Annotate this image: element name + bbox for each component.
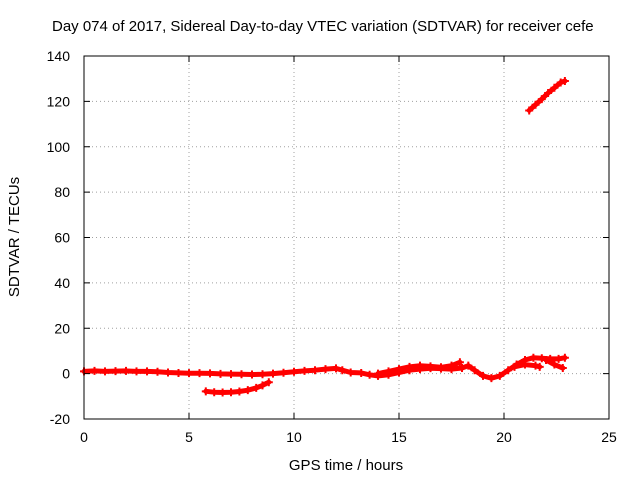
data-point [395,365,403,374]
data-point [201,387,210,396]
data-point [458,363,466,372]
data-point [365,370,374,379]
data-point [252,383,261,392]
y-tick-label: 60 [54,230,70,246]
data-point [143,367,151,376]
y-tick-label: 120 [47,93,71,109]
data-point [101,367,109,376]
data-point [405,362,414,371]
y-axis-label: SDTVAR / TECUs [6,177,23,297]
data-point [111,367,120,376]
data-point [464,361,473,370]
data-point [227,370,235,379]
y-tick-label: 100 [47,139,71,155]
ticks: 0 5 10 15 20 25 -20 0 20 40 60 80 100 120 140 [47,48,617,445]
grid [84,56,609,419]
data-point [542,356,550,365]
y-tick-label: -20 [50,411,70,427]
data-point [153,367,162,376]
data-layer [80,76,569,397]
data-point [248,370,256,379]
series-line [81,355,568,381]
x-tick-label: 0 [80,429,88,445]
data-point [122,366,130,375]
x-tick-label: 20 [496,429,512,445]
x-tick-label: 25 [601,429,617,445]
data-point [174,368,183,377]
data-point [210,388,219,397]
data-point [216,369,225,378]
y-tick-label: 40 [54,275,70,291]
data-point [479,371,487,380]
data-point [243,386,252,395]
data-point [132,367,141,376]
data-point [550,360,559,369]
data-point [550,83,559,92]
data-point [258,370,267,379]
data-point [237,370,246,379]
data-point [206,369,214,378]
data-point [300,366,309,375]
data-point [195,369,204,378]
data-point [495,371,504,380]
data-point [90,366,99,375]
y-tick-label: 140 [47,48,71,64]
data-point [487,374,496,383]
data-point [447,361,456,370]
data-point [437,363,445,372]
data-point [525,106,534,115]
data-point [264,378,273,387]
data-point [258,381,267,390]
data-point [321,365,330,374]
data-point [338,366,347,375]
data-point [504,366,513,375]
data-point [510,362,519,371]
series-band-lower [510,360,544,371]
data-point [531,361,540,370]
data-point [185,369,193,378]
data-point [235,387,244,396]
data-point [279,368,288,377]
data-point [346,368,355,377]
data-point [455,358,464,367]
data-point [521,360,529,369]
data-point [535,362,544,371]
x-axis-label: GPS time / hours [289,457,403,474]
data-point [164,368,172,377]
data-point [554,354,563,363]
data-point [470,366,479,375]
data-point [218,388,227,397]
x-tick-label: 5 [185,429,193,445]
y-tick-label: 80 [54,184,70,200]
series-tail-lower [542,356,567,372]
data-point [227,388,235,397]
x-tick-label: 10 [286,429,302,445]
y-tick-label: 20 [54,320,70,336]
x-tick-label: 15 [391,429,407,445]
y-tick-label: 0 [62,366,70,382]
series-dip-arc [201,378,273,397]
data-point [556,78,565,87]
data-point [531,100,540,109]
data-point [529,353,538,362]
data-point [560,76,569,85]
data-point [544,88,553,97]
data-point [311,366,319,375]
data-point [384,367,393,376]
data-point [374,369,382,378]
data-point [290,367,298,376]
data-point [332,364,340,373]
series-high-arc [525,76,569,115]
data-point [426,362,435,371]
data-point [269,369,277,378]
series-main-trace [80,353,569,383]
chart-title: Day 074 of 2017, Sidereal Day-to-day VTE… [52,18,594,35]
data-point [560,353,569,362]
data-point [558,363,567,372]
data-point [416,361,424,370]
data-point [537,95,546,104]
series-band-upper [374,358,464,378]
data-point [357,368,366,377]
